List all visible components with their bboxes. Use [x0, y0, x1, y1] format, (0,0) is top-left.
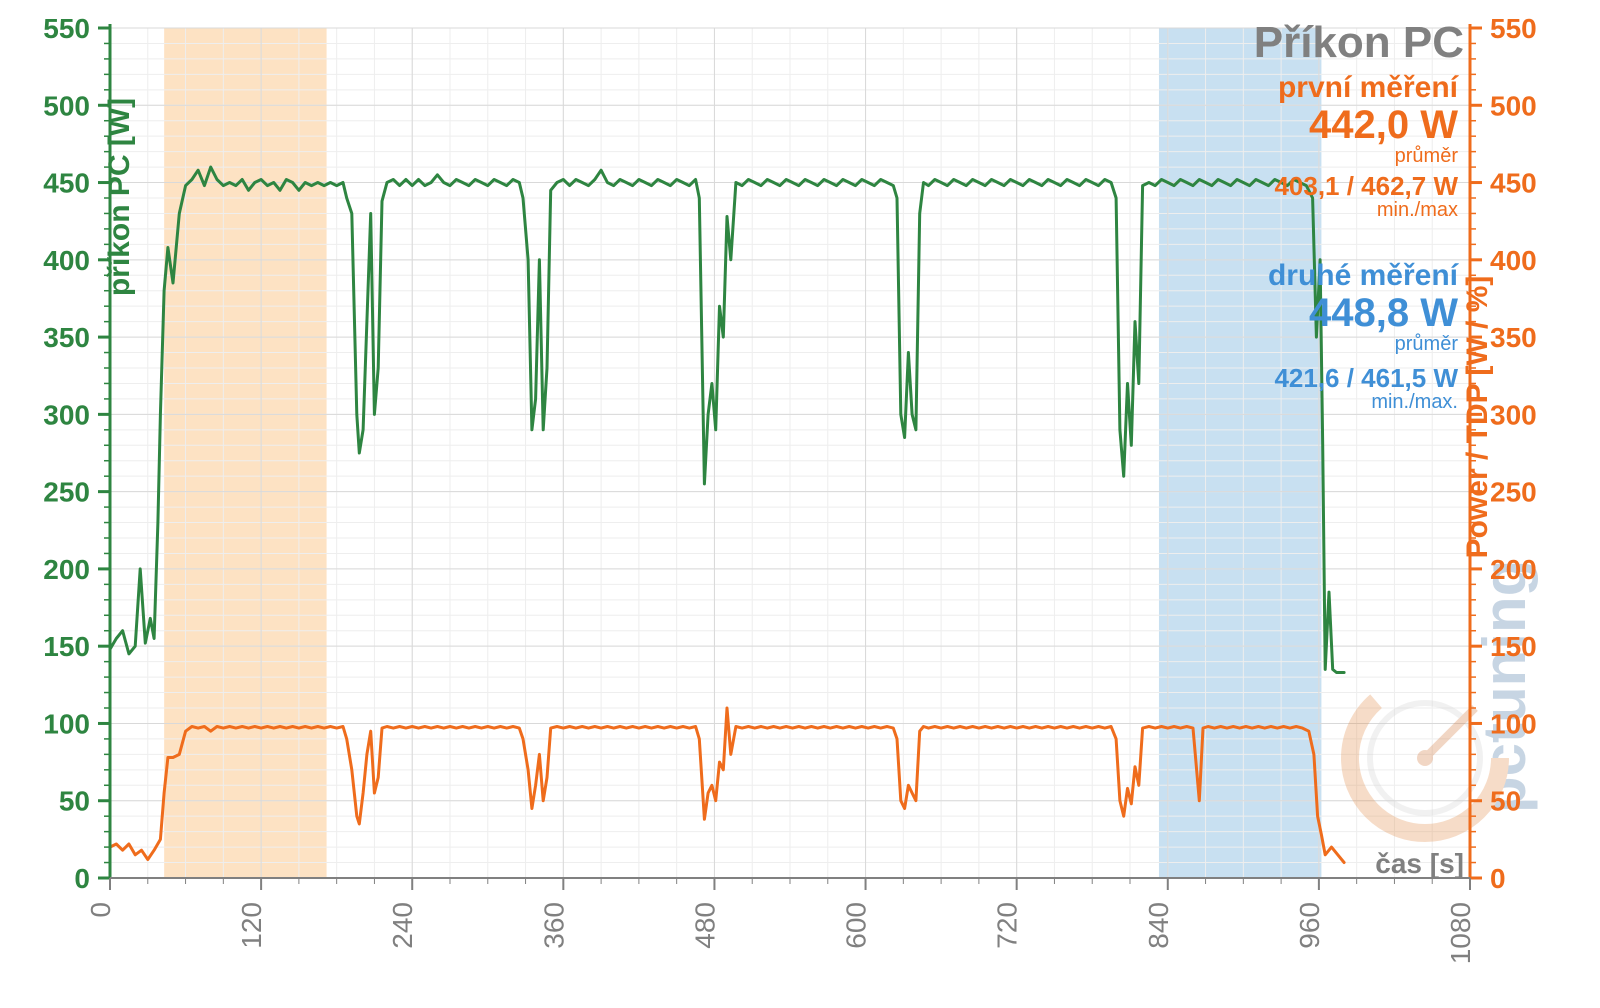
svg-text:400: 400 [43, 245, 90, 276]
svg-text:250: 250 [43, 477, 90, 508]
svg-text:250: 250 [1490, 477, 1537, 508]
measurement-1-stats: první měření 442,0 W průměr 403,1 / 462,… [1274, 72, 1458, 221]
svg-text:550: 550 [43, 13, 90, 44]
svg-text:200: 200 [1490, 554, 1537, 585]
svg-text:350: 350 [1490, 322, 1537, 353]
m1-minmax-value: 403,1 / 462,7 W [1274, 173, 1458, 200]
m1-heading: první měření [1274, 72, 1458, 104]
svg-text:240: 240 [387, 902, 418, 949]
svg-text:0: 0 [1490, 863, 1506, 894]
m1-minmax-label: min./max [1274, 200, 1458, 221]
svg-text:720: 720 [992, 902, 1023, 949]
measurement-2-stats: druhé měření 448,8 W průměr 421,6 / 461,… [1268, 260, 1458, 413]
x-axis-label: čas [s] [1375, 848, 1464, 880]
svg-text:1080: 1080 [1445, 902, 1476, 964]
svg-text:120: 120 [236, 902, 267, 949]
m2-heading: druhé měření [1268, 260, 1458, 292]
svg-text:500: 500 [1490, 90, 1537, 121]
m2-minmax-label: min./max. [1268, 392, 1458, 413]
y-left-axis-label: příkon PC [W] [103, 67, 137, 327]
m2-avg-value: 448,8 W [1268, 292, 1458, 334]
svg-text:150: 150 [1490, 631, 1537, 662]
svg-text:550: 550 [1490, 13, 1537, 44]
svg-text:350: 350 [43, 322, 90, 353]
svg-text:300: 300 [1490, 399, 1537, 430]
svg-text:360: 360 [538, 902, 569, 949]
svg-text:100: 100 [43, 708, 90, 739]
svg-text:450: 450 [1490, 168, 1537, 199]
svg-text:600: 600 [841, 902, 872, 949]
svg-text:300: 300 [43, 399, 90, 430]
svg-text:200: 200 [43, 554, 90, 585]
svg-text:840: 840 [1143, 902, 1174, 949]
svg-text:400: 400 [1490, 245, 1537, 276]
m2-minmax-value: 421,6 / 461,5 W [1268, 365, 1458, 392]
y-right-axis-label: Power / TDP [W / %] [1461, 227, 1495, 607]
svg-text:960: 960 [1294, 902, 1325, 949]
chart-container: pctuning05010015020025030035040045050055… [0, 0, 1600, 1008]
svg-text:0: 0 [85, 902, 116, 918]
x-axis-label-text: čas [s] [1375, 848, 1464, 879]
m1-avg-label: průměr [1274, 146, 1458, 167]
chart-title-text: Příkon PC [1254, 18, 1464, 67]
svg-text:450: 450 [43, 168, 90, 199]
svg-text:100: 100 [1490, 708, 1537, 739]
chart-title: Příkon PC [1254, 18, 1464, 68]
y-left-axis-label-text: příkon PC [W] [103, 98, 136, 296]
m2-avg-label: průměr [1268, 334, 1458, 355]
m1-avg-value: 442,0 W [1274, 104, 1458, 146]
svg-text:0: 0 [74, 863, 90, 894]
svg-text:50: 50 [59, 786, 90, 817]
y-right-axis-label-text: Power / TDP [W / %] [1461, 276, 1494, 559]
svg-text:500: 500 [43, 90, 90, 121]
svg-text:50: 50 [1490, 786, 1521, 817]
svg-text:480: 480 [689, 902, 720, 949]
svg-text:150: 150 [43, 631, 90, 662]
